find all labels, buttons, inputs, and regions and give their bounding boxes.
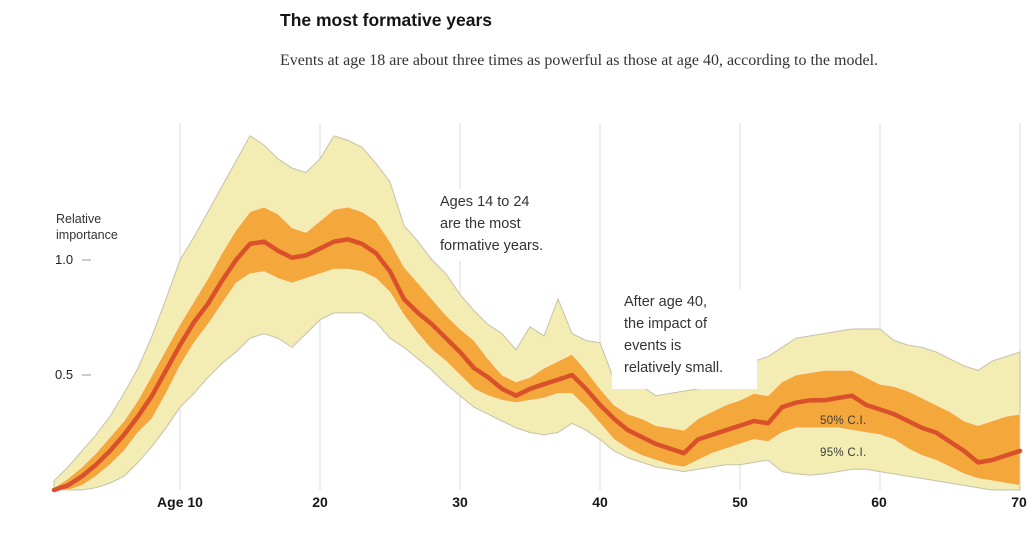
annotation-formative-years: Ages 14 to 24 are the most formative yea… — [440, 189, 554, 261]
annotation-line: formative years. — [440, 238, 544, 254]
chart-subtitle: Events at age 18 are about three times a… — [280, 52, 879, 69]
ci95-label: 95% C.I. — [820, 447, 867, 459]
x-tick-age-10: Age 10 — [157, 494, 203, 510]
x-tick-70: 70 — [1011, 494, 1027, 510]
annotation-line: relatively small. — [624, 360, 724, 376]
x-tick-20: 20 — [312, 494, 328, 510]
ci50-label: 50% C.I. — [820, 415, 867, 427]
chart-title: The most formative years — [280, 10, 493, 30]
annotation-line: are the most — [440, 216, 521, 232]
x-tick-50: 50 — [732, 494, 748, 510]
y-axis-label-line2: importance — [56, 227, 118, 242]
x-tick-60: 60 — [871, 494, 887, 510]
x-tick-30: 30 — [452, 494, 468, 510]
y-axis-label: Relative importance — [56, 212, 118, 243]
annotation-line: Ages 14 to 24 — [440, 194, 530, 210]
y-axis-label-line1: Relative — [56, 212, 102, 226]
annotation-line: events is — [624, 338, 682, 354]
ci50-band — [53, 206, 1021, 491]
mean-line — [51, 237, 1023, 493]
y-tick-1-0: 1.0 — [55, 252, 74, 267]
annotation-after-40: After age 40, the impact of events is re… — [612, 289, 758, 389]
x-tick-40: 40 — [592, 494, 608, 510]
annotation-line: After age 40, — [624, 294, 708, 310]
y-tick-0-5: 0.5 — [55, 367, 74, 382]
annotation-line: the impact of — [624, 316, 708, 332]
